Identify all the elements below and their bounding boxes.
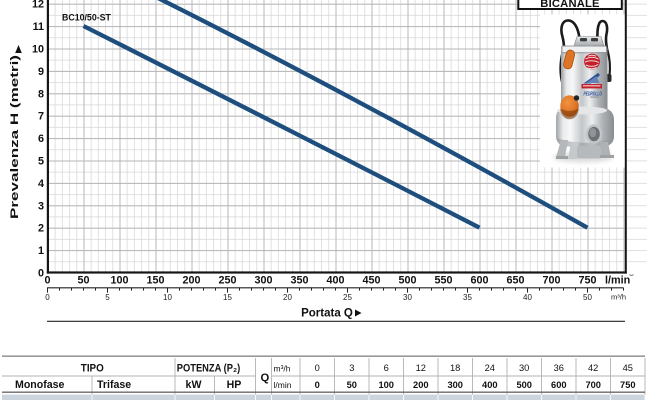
svg-text:12: 12 xyxy=(32,0,44,11)
svg-text:m³/h: m³/h xyxy=(611,293,626,302)
svg-text:3: 3 xyxy=(349,363,354,373)
svg-text:700: 700 xyxy=(542,274,560,286)
svg-text:36: 36 xyxy=(554,363,564,373)
svg-text:200: 200 xyxy=(182,274,200,286)
svg-text:750: 750 xyxy=(620,380,636,390)
svg-text:HP: HP xyxy=(227,379,242,391)
svg-text:8: 8 xyxy=(38,88,44,100)
svg-text:300: 300 xyxy=(447,380,463,390)
svg-text:500: 500 xyxy=(516,380,532,390)
svg-text:0: 0 xyxy=(315,363,320,373)
svg-text:18: 18 xyxy=(450,363,460,373)
svg-text:2: 2 xyxy=(38,223,44,235)
svg-text:500: 500 xyxy=(398,274,416,286)
svg-text:50: 50 xyxy=(347,380,357,390)
svg-text:11: 11 xyxy=(33,21,44,33)
svg-text:15: 15 xyxy=(223,293,232,302)
svg-text:6: 6 xyxy=(384,363,389,373)
svg-text:600: 600 xyxy=(551,380,567,390)
svg-text:10: 10 xyxy=(32,44,44,56)
svg-text:9: 9 xyxy=(38,66,44,78)
svg-text:550: 550 xyxy=(434,274,452,286)
svg-text:30: 30 xyxy=(519,363,529,373)
svg-text:100: 100 xyxy=(110,274,128,286)
svg-text:35: 35 xyxy=(463,293,472,302)
svg-text:0: 0 xyxy=(45,293,50,302)
svg-text:Monofase: Monofase xyxy=(15,379,65,391)
svg-text:50: 50 xyxy=(583,293,592,302)
svg-text:40: 40 xyxy=(523,293,532,302)
svg-text:m³/h: m³/h xyxy=(274,363,291,373)
svg-text:POTENZA (P₂): POTENZA (P₂) xyxy=(177,362,241,374)
svg-text:l/min: l/min xyxy=(274,380,292,390)
svg-text:42: 42 xyxy=(588,363,598,373)
svg-text:20: 20 xyxy=(283,293,292,302)
svg-text:TIPO: TIPO xyxy=(81,362,104,374)
svg-text:Trifase: Trifase xyxy=(97,379,131,391)
svg-text:25: 25 xyxy=(343,293,352,302)
svg-text:350: 350 xyxy=(290,274,308,286)
svg-text:100: 100 xyxy=(378,380,394,390)
svg-text:24: 24 xyxy=(485,363,495,373)
svg-text:45: 45 xyxy=(623,363,633,373)
svg-text:750: 750 xyxy=(578,274,596,286)
svg-text:30: 30 xyxy=(403,293,412,302)
svg-text:Portata Q: Portata Q xyxy=(301,308,353,320)
svg-text:5: 5 xyxy=(38,156,44,168)
svg-text:0: 0 xyxy=(44,274,50,286)
svg-text:0: 0 xyxy=(315,380,320,390)
svg-text:200: 200 xyxy=(413,380,429,390)
svg-text:50: 50 xyxy=(77,274,89,286)
svg-text:Q: Q xyxy=(261,372,270,384)
svg-text:400: 400 xyxy=(326,274,344,286)
svg-text:PEDROLLO: PEDROLLO xyxy=(584,91,603,97)
svg-text:6: 6 xyxy=(38,133,44,145)
svg-text:0: 0 xyxy=(38,268,44,280)
svg-text:650: 650 xyxy=(506,274,524,286)
svg-text:l/min: l/min xyxy=(605,274,630,286)
svg-text:5: 5 xyxy=(105,293,110,302)
svg-text:400: 400 xyxy=(482,380,498,390)
svg-text:250: 250 xyxy=(218,274,236,286)
svg-text:450: 450 xyxy=(362,274,380,286)
svg-text:BC10/50-ST: BC10/50-ST xyxy=(62,13,112,23)
svg-text:10: 10 xyxy=(163,293,172,302)
svg-text:7: 7 xyxy=(38,111,44,123)
svg-text:Prevalenza H (metri): Prevalenza H (metri) xyxy=(9,55,21,219)
svg-text:12: 12 xyxy=(416,363,426,373)
svg-text:700: 700 xyxy=(585,380,601,390)
svg-text:1: 1 xyxy=(38,245,44,257)
svg-text:BICANALE: BICANALE xyxy=(540,0,600,10)
svg-text:4: 4 xyxy=(38,178,44,190)
svg-text:300: 300 xyxy=(254,274,272,286)
svg-text:kW: kW xyxy=(186,379,202,391)
svg-text:600: 600 xyxy=(470,274,488,286)
svg-text:3: 3 xyxy=(38,200,44,212)
svg-text:150: 150 xyxy=(146,274,164,286)
